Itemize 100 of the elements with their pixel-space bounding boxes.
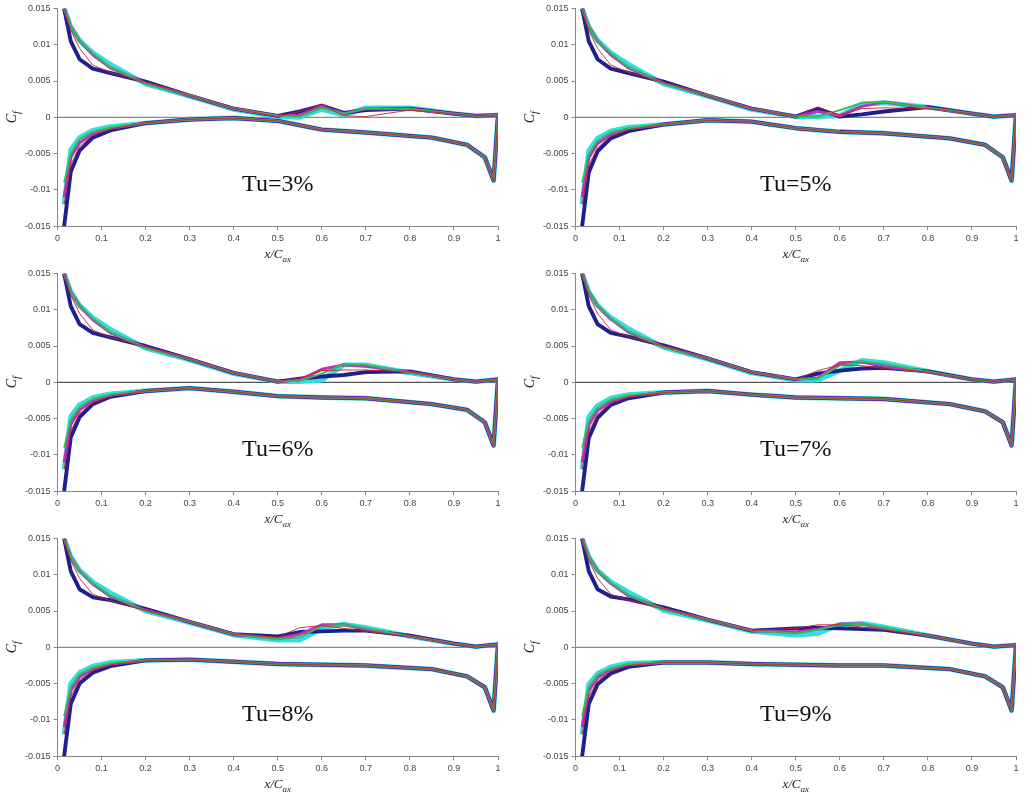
y-tick-label: -0.01 <box>548 714 569 725</box>
x-tick-label: 0.5 <box>271 498 285 509</box>
y-tick-label: 0.01 <box>32 39 51 50</box>
x-tick-label: 0.4 <box>745 498 758 509</box>
y-tick-label: 0.015 <box>545 267 569 278</box>
x-tick-label: 0.9 <box>447 233 461 244</box>
y-axis-title: Cf <box>3 110 22 124</box>
x-tick-label: 0.2 <box>657 498 670 509</box>
y-tick-label: -0.015 <box>24 485 51 496</box>
x-tick-label: 0.1 <box>613 233 626 244</box>
annotation: Tu=6% <box>242 435 314 462</box>
y-tick-label: 0 <box>45 641 51 652</box>
x-tick-label: 0.3 <box>183 233 196 244</box>
x-tick-label: 0.4 <box>745 763 758 774</box>
x-tick-label: 0.3 <box>701 233 714 244</box>
y-tick-label: -0.005 <box>24 413 51 424</box>
y-tick-label: 0.005 <box>545 340 569 351</box>
y-tick-label: -0.01 <box>30 184 51 195</box>
annotation: Tu=3% <box>242 170 314 197</box>
x-tick-label: 0.9 <box>965 763 979 774</box>
x-tick-label: 0.7 <box>877 763 891 774</box>
x-tick-label: 0.6 <box>833 498 847 509</box>
y-tick-label: 0.005 <box>27 75 51 86</box>
x-tick-label: 0 <box>55 233 61 244</box>
y-tick-label: 0 <box>45 111 51 122</box>
x-tick-label: 0.8 <box>403 763 417 774</box>
x-tick-label: 0.6 <box>315 763 329 774</box>
x-tick-label: 0.7 <box>359 233 373 244</box>
x-tick-label: 1 <box>495 498 501 509</box>
x-tick-label: 0.8 <box>403 498 417 509</box>
x-tick-label: 0.2 <box>657 763 670 774</box>
y-tick-label: 0.015 <box>545 532 569 543</box>
y-tick-label: 0.01 <box>32 569 51 580</box>
annotation: Tu=8% <box>242 700 314 727</box>
x-tick-label: 0.5 <box>271 233 285 244</box>
y-tick-label: 0 <box>563 641 569 652</box>
x-tick-label: 1 <box>495 233 501 244</box>
x-tick-label: 0.1 <box>613 498 626 509</box>
x-tick-label: 0.1 <box>95 233 108 244</box>
y-tick-label: 0.005 <box>27 340 51 351</box>
x-tick-label: 0 <box>573 233 579 244</box>
x-tick-label: 1 <box>495 763 501 774</box>
y-tick-label: 0 <box>45 376 51 387</box>
x-tick-label: 0.3 <box>183 498 196 509</box>
x-tick-label: 0 <box>55 763 61 774</box>
x-tick-label: 1 <box>1013 233 1019 244</box>
y-axis-title: Cf <box>521 110 540 124</box>
y-tick-label: -0.005 <box>24 148 51 159</box>
x-tick-label: 0.7 <box>359 498 373 509</box>
x-tick-label: 0.9 <box>965 233 979 244</box>
x-tick-label: 0.5 <box>789 498 803 509</box>
x-tick-label: 0.2 <box>657 233 670 244</box>
x-tick-label: 0 <box>573 498 579 509</box>
y-tick-label: -0.005 <box>542 413 569 424</box>
y-tick-label: 0.015 <box>27 532 51 543</box>
y-tick-label: 0.005 <box>27 605 51 616</box>
y-tick-label: 0.005 <box>545 75 569 86</box>
x-tick-label: 0.1 <box>95 763 108 774</box>
annotation: Tu=5% <box>760 170 832 197</box>
x-tick-label: 0.5 <box>789 233 803 244</box>
x-tick-label: 0.2 <box>139 233 152 244</box>
y-tick-label: -0.005 <box>24 678 51 689</box>
x-tick-label: 0.4 <box>227 498 240 509</box>
y-tick-label: -0.015 <box>542 220 569 231</box>
x-tick-label: 0.3 <box>183 763 196 774</box>
y-axis-title: Cf <box>3 375 22 389</box>
x-tick-label: 0.2 <box>139 498 152 509</box>
x-tick-label: 0.1 <box>613 763 626 774</box>
y-tick-label: 0.01 <box>550 569 569 580</box>
x-tick-label: 0 <box>573 763 579 774</box>
x-tick-label: 0.7 <box>877 498 891 509</box>
y-tick-label: 0 <box>563 376 569 387</box>
x-tick-label: 0.5 <box>271 763 285 774</box>
x-tick-label: 0.9 <box>447 763 461 774</box>
x-tick-label: 0.9 <box>447 498 461 509</box>
y-tick-label: 0.005 <box>545 605 569 616</box>
y-tick-label: 0.01 <box>550 304 569 315</box>
y-tick-label: 0.015 <box>27 2 51 13</box>
y-axis-title: Cf <box>521 640 540 654</box>
x-tick-label: 0.3 <box>701 498 714 509</box>
x-tick-label: 0 <box>55 498 61 509</box>
x-tick-label: 0.8 <box>921 763 935 774</box>
x-tick-label: 0.6 <box>833 233 847 244</box>
y-tick-label: -0.01 <box>548 184 569 195</box>
y-tick-label: -0.015 <box>542 485 569 496</box>
annotation: Tu=9% <box>760 700 832 727</box>
y-tick-label: -0.005 <box>542 678 569 689</box>
x-tick-label: 0.4 <box>227 763 240 774</box>
y-tick-label: 0.015 <box>27 267 51 278</box>
x-tick-label: 1 <box>1013 763 1019 774</box>
x-tick-label: 0.7 <box>877 233 891 244</box>
x-tick-label: 0.6 <box>315 233 329 244</box>
x-tick-label: 0.1 <box>95 498 108 509</box>
x-tick-label: 0.6 <box>833 763 847 774</box>
x-tick-label: 0.3 <box>701 763 714 774</box>
y-tick-label: -0.005 <box>542 148 569 159</box>
y-tick-label: 0.01 <box>550 39 569 50</box>
y-axis-title: Cf <box>521 375 540 389</box>
x-tick-label: 0.4 <box>745 233 758 244</box>
y-tick-label: -0.01 <box>548 449 569 460</box>
